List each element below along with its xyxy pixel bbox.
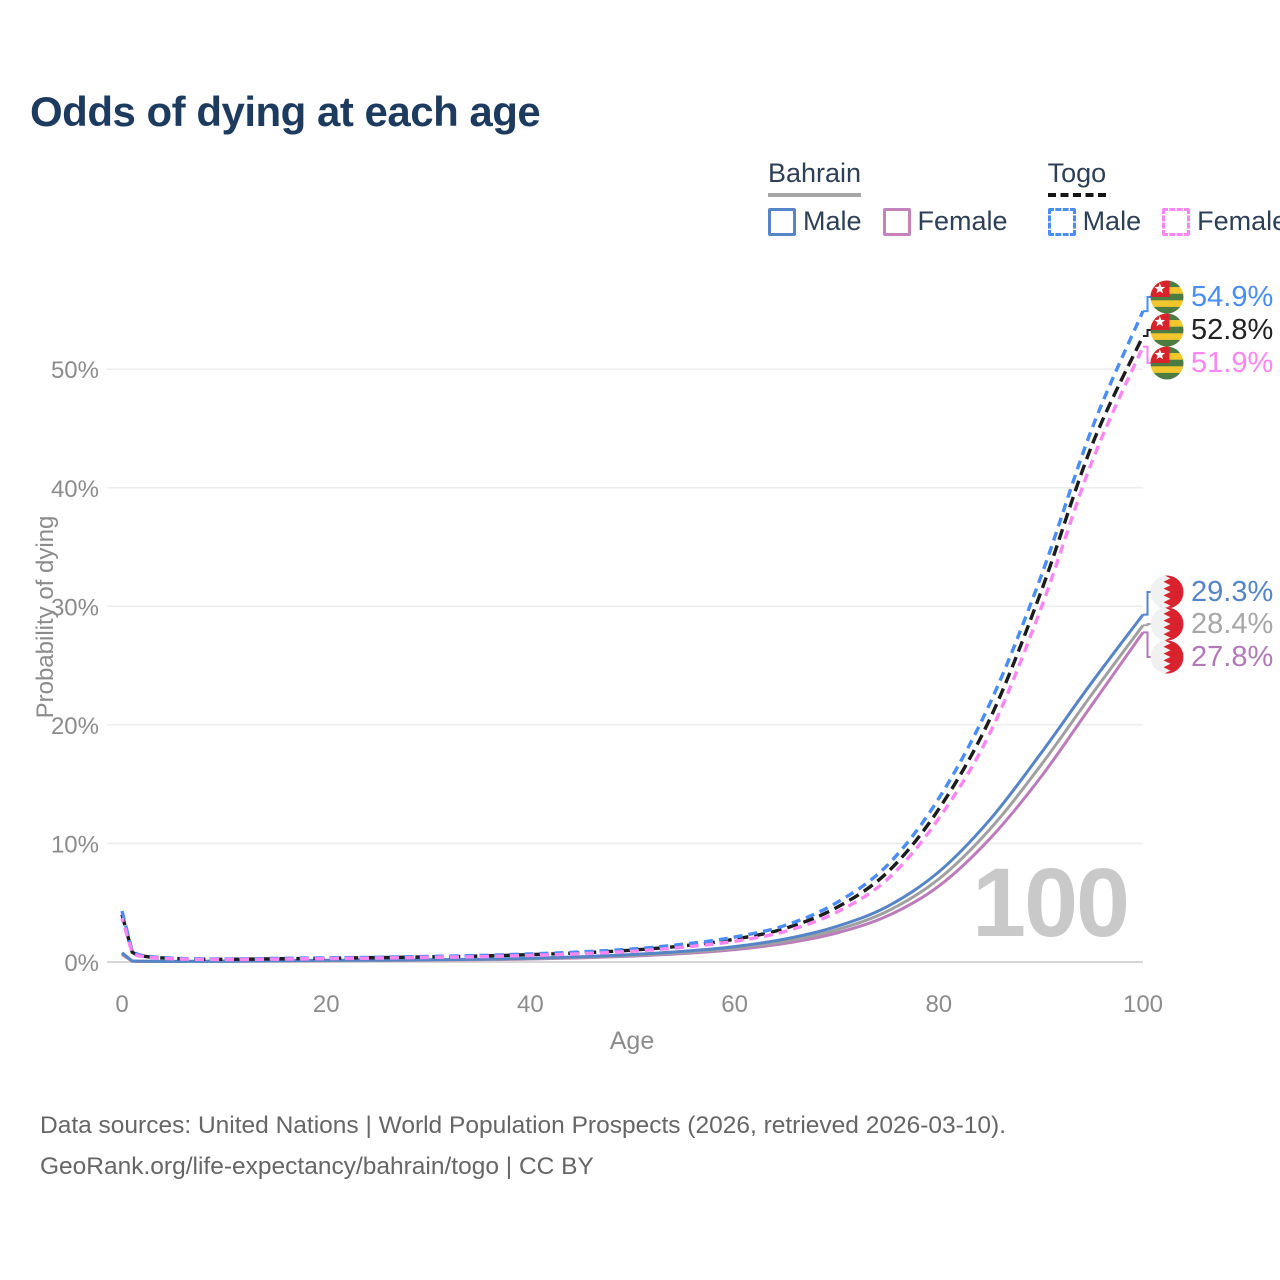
end-label-togo-overall: 52.8% xyxy=(1150,313,1273,347)
x-axis-label: Age xyxy=(609,1027,655,1055)
legend-item-togo-female[interactable]: Female xyxy=(1162,206,1280,237)
label-connector xyxy=(1143,296,1152,313)
legend-item-label: Female xyxy=(1197,206,1280,236)
togo-flag-icon xyxy=(1150,280,1184,314)
label-connector xyxy=(1143,631,1152,658)
y-tick-label: 0% xyxy=(64,950,99,977)
y-tick-label: 20% xyxy=(51,713,99,740)
bahrain-flag-icon xyxy=(1150,575,1184,609)
legend-group-togo: Togo Male Female xyxy=(1047,158,1280,237)
legend-item-label: Male xyxy=(803,206,862,236)
x-tick-label: 40 xyxy=(517,991,544,1018)
legend-item-bahrain-female[interactable]: Female xyxy=(882,206,1008,237)
bahrain-male-swatch-icon xyxy=(768,207,796,236)
x-tick-label: 60 xyxy=(721,991,748,1018)
end-label-value: 28.4% xyxy=(1191,607,1274,640)
bahrain-flag-icon xyxy=(1150,640,1184,674)
end-label-value: 52.8% xyxy=(1191,313,1274,346)
series-line-bahrain_male xyxy=(121,613,1145,963)
togo-flag-icon xyxy=(1150,313,1184,347)
legend-group-bahrain: Bahrain Male Female xyxy=(768,158,1008,237)
end-label-value: 29.3% xyxy=(1191,575,1274,608)
y-tick-label: 40% xyxy=(51,476,99,503)
bahrain-female-swatch-icon xyxy=(882,207,911,236)
y-axis-label: Probability of dying xyxy=(32,515,59,719)
togo-female-swatch-icon xyxy=(1162,207,1191,236)
togo-male-swatch-icon xyxy=(1047,207,1076,236)
label-connector xyxy=(1143,345,1152,364)
footer: Data sources: United Nations | World Pop… xyxy=(40,1105,1006,1187)
end-label-bahrain-male: 29.3% xyxy=(1150,575,1273,609)
legend-country-togo: Togo xyxy=(1047,158,1107,197)
label-connector xyxy=(1143,591,1152,616)
footer-attribution: GeoRank.org/life-expectancy/bahrain/togo… xyxy=(40,1153,594,1180)
x-tick-label: 80 xyxy=(925,991,952,1018)
legend-item-label: Female xyxy=(917,206,1008,236)
x-tick-label: 20 xyxy=(313,991,340,1018)
x-tick-label: 0 xyxy=(115,991,128,1018)
label-connector xyxy=(1143,329,1152,337)
end-label-togo-female: 51.9% xyxy=(1150,346,1273,380)
legend-country-bahrain: Bahrain xyxy=(768,158,862,197)
y-tick-label: 10% xyxy=(51,831,99,858)
end-label-value: 27.8% xyxy=(1191,640,1274,673)
end-label-togo-male: 54.9% xyxy=(1150,280,1273,314)
legend: Bahrain Male Female Togo Male Female xyxy=(768,158,1280,237)
end-label-bahrain-female: 27.8% xyxy=(1150,640,1273,674)
legend-item-togo-male[interactable]: Male xyxy=(1047,206,1142,237)
age-watermark: 100 xyxy=(972,848,1130,957)
end-label-value: 51.9% xyxy=(1191,346,1274,379)
series-line-togo_female xyxy=(120,346,1145,962)
legend-item-label: Male xyxy=(1082,206,1142,236)
end-label-value: 54.9% xyxy=(1191,280,1274,313)
legend-item-bahrain-male[interactable]: Male xyxy=(768,206,862,237)
y-tick-label: 50% xyxy=(51,357,99,384)
end-label-bahrain-overall: 28.4% xyxy=(1150,607,1273,641)
footer-data-sources: Data sources: United Nations | World Pop… xyxy=(40,1112,1007,1139)
label-connector xyxy=(1143,623,1152,627)
x-tick-label: 100 xyxy=(1123,991,1163,1018)
togo-flag-icon xyxy=(1150,346,1184,380)
y-tick-label: 30% xyxy=(51,594,99,621)
page-title: Odds of dying at each age xyxy=(30,88,541,135)
series-line-togo_male xyxy=(120,310,1145,961)
bahrain-flag-icon xyxy=(1150,607,1184,641)
